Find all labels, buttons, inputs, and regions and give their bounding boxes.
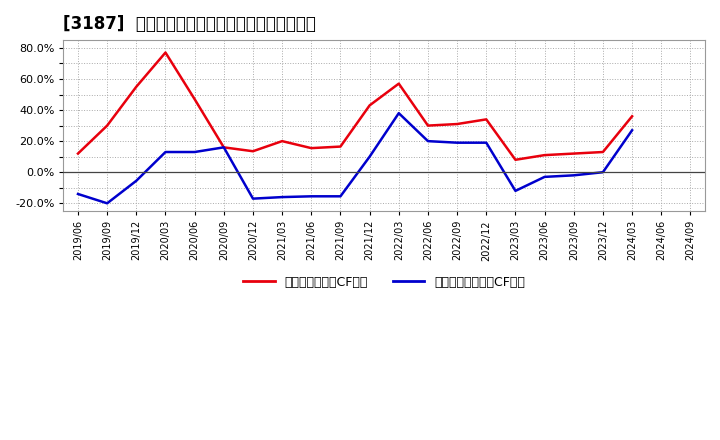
有利子負債フリーCF比率 bbox=[453, 140, 462, 145]
Legend: 有利子負債営業CF比率, 有利子負債フリーCF比率: 有利子負債営業CF比率, 有利子負債フリーCF比率 bbox=[238, 271, 530, 294]
有利子負債フリーCF比率 bbox=[336, 194, 345, 199]
有利子負債フリーCF比率 bbox=[511, 188, 520, 194]
有利子負債営業CF比率 bbox=[103, 123, 112, 128]
有利子負債フリーCF比率 bbox=[307, 194, 315, 199]
有利子負債フリーCF比率 bbox=[161, 149, 170, 154]
有利子負債フリーCF比率 bbox=[248, 196, 257, 201]
有利子負債営業CF比率 bbox=[598, 149, 607, 154]
有利子負債フリーCF比率 bbox=[132, 178, 140, 183]
有利子負債フリーCF比率 bbox=[103, 201, 112, 206]
有利子負債フリーCF比率 bbox=[395, 110, 403, 116]
有利子負債営業CF比率 bbox=[570, 151, 578, 156]
有利子負債フリーCF比率 bbox=[423, 139, 432, 144]
有利子負債営業CF比率 bbox=[365, 103, 374, 108]
有利子負債営業CF比率 bbox=[395, 81, 403, 86]
有利子負債営業CF比率 bbox=[161, 50, 170, 55]
Line: 有利子負債営業CF比率: 有利子負債営業CF比率 bbox=[78, 52, 632, 160]
有利子負債営業CF比率 bbox=[482, 117, 490, 122]
Line: 有利子負債フリーCF比率: 有利子負債フリーCF比率 bbox=[78, 113, 632, 203]
有利子負債営業CF比率 bbox=[307, 146, 315, 151]
有利子負債営業CF比率 bbox=[628, 114, 636, 119]
有利子負債営業CF比率 bbox=[453, 121, 462, 127]
有利子負債営業CF比率 bbox=[423, 123, 432, 128]
有利子負債営業CF比率 bbox=[336, 144, 345, 149]
有利子負債営業CF比率 bbox=[248, 149, 257, 154]
有利子負債フリーCF比率 bbox=[73, 191, 82, 197]
有利子負債フリーCF比率 bbox=[598, 169, 607, 175]
有利子負債営業CF比率 bbox=[220, 145, 228, 150]
有利子負債営業CF比率 bbox=[73, 151, 82, 156]
有利子負債営業CF比率 bbox=[132, 84, 140, 89]
有利子負債フリーCF比率 bbox=[220, 145, 228, 150]
有利子負債フリーCF比率 bbox=[570, 172, 578, 178]
有利子負債フリーCF比率 bbox=[190, 149, 199, 154]
有利子負債フリーCF比率 bbox=[540, 174, 549, 180]
Text: [3187]  有利子負債キャッシュフロー比率の推移: [3187] 有利子負債キャッシュフロー比率の推移 bbox=[63, 15, 316, 33]
有利子負債営業CF比率 bbox=[540, 153, 549, 158]
有利子負債フリーCF比率 bbox=[482, 140, 490, 145]
有利子負債フリーCF比率 bbox=[278, 194, 287, 200]
有利子負債フリーCF比率 bbox=[365, 154, 374, 159]
有利子負債フリーCF比率 bbox=[628, 128, 636, 133]
有利子負債営業CF比率 bbox=[190, 96, 199, 102]
有利子負債営業CF比率 bbox=[278, 139, 287, 144]
有利子負債営業CF比率 bbox=[511, 157, 520, 162]
